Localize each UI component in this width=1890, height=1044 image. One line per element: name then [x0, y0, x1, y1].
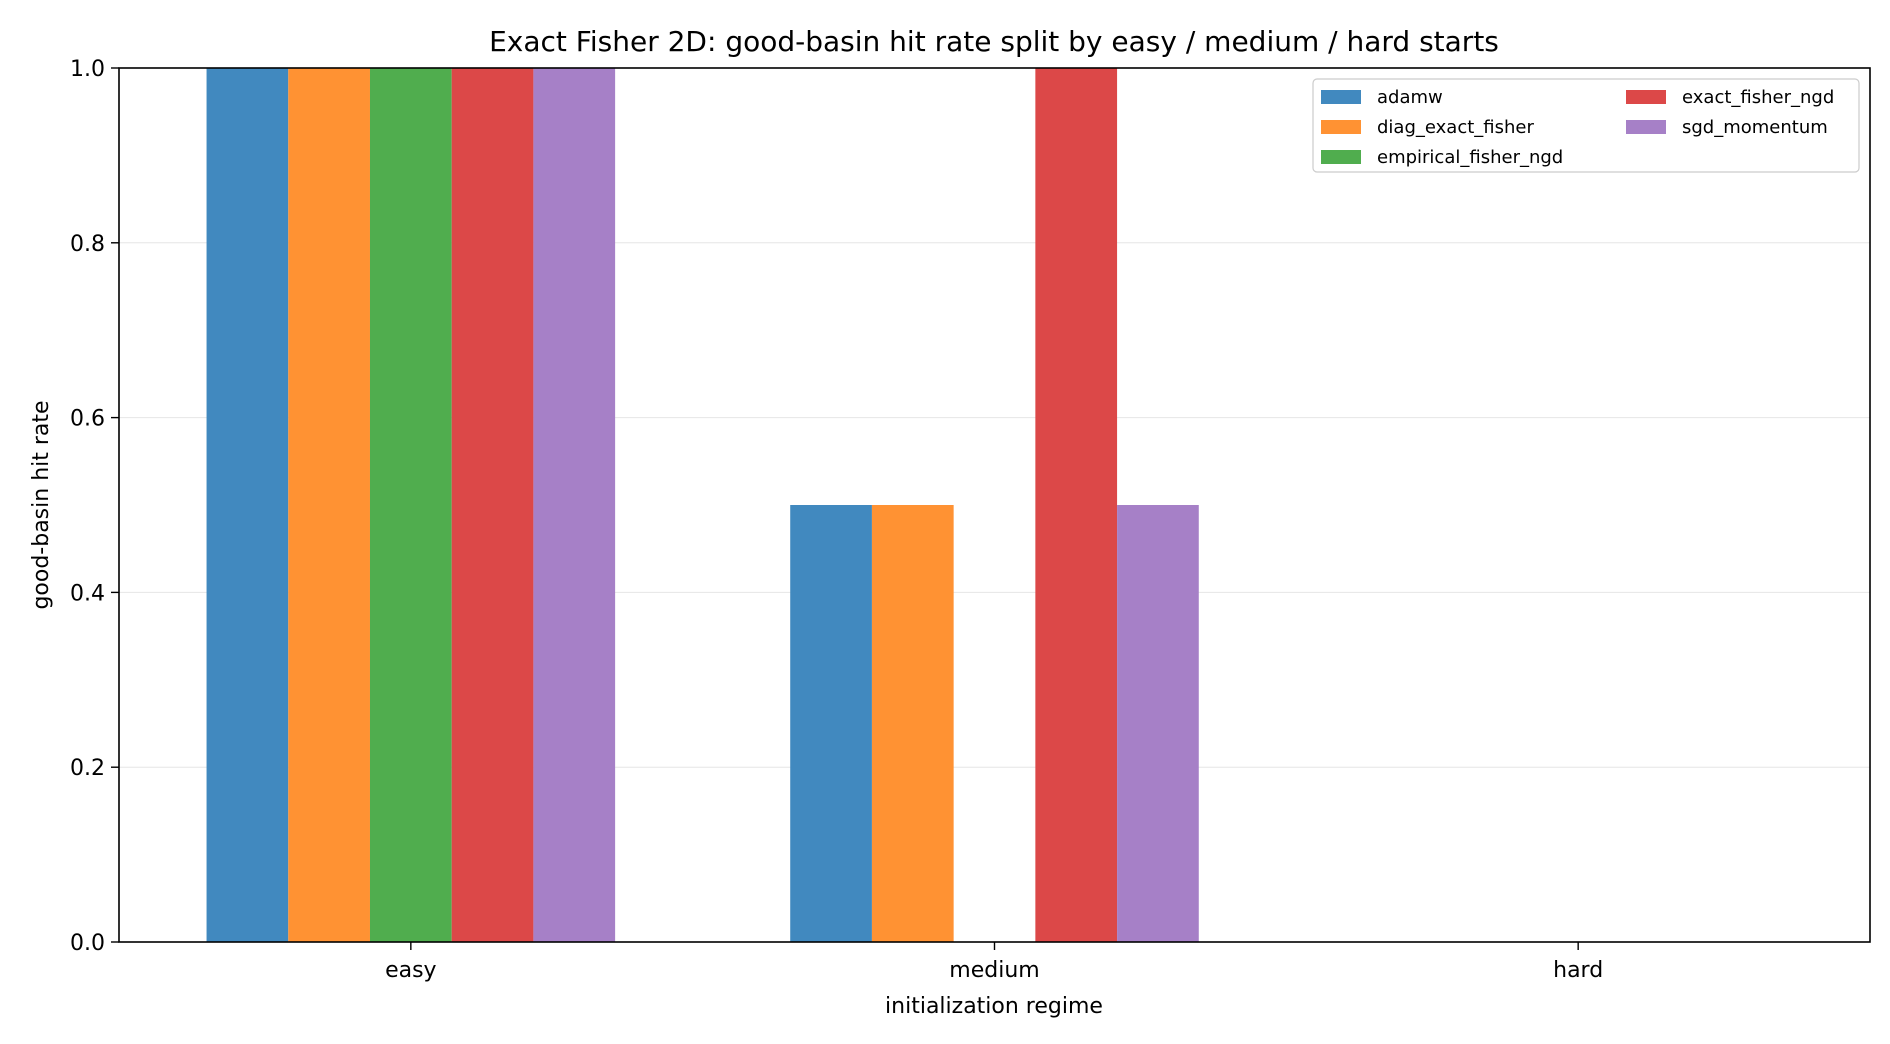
- legend-label-empirical_fisher_ngd: empirical_fisher_ngd: [1377, 147, 1563, 168]
- y-tick-label: 0.4: [70, 581, 105, 606]
- bar-diag_exact_fisher-easy: [288, 68, 370, 942]
- legend-label-diag_exact_fisher: diag_exact_fisher: [1377, 117, 1534, 138]
- x-tick-label-medium: medium: [949, 958, 1039, 983]
- legend-label-exact_fisher_ngd: exact_fisher_ngd: [1682, 87, 1834, 108]
- y-tick-label: 0.6: [70, 407, 105, 432]
- y-tick-label: 0.2: [70, 756, 105, 781]
- legend-swatch-diag_exact_fisher: [1321, 120, 1361, 134]
- y-axis-label: good-basin hit rate: [29, 400, 54, 609]
- y-tick-label: 0.0: [70, 931, 105, 956]
- bar-adamw-easy: [206, 68, 289, 942]
- bar-sgd_momentum-medium: [1117, 505, 1199, 942]
- legend-swatch-exact_fisher_ngd: [1626, 90, 1666, 104]
- legend-swatch-empirical_fisher_ngd: [1321, 150, 1361, 164]
- y-tick-label: 0.8: [70, 232, 105, 257]
- legend-label-adamw: adamw: [1377, 87, 1443, 108]
- bar-diag_exact_fisher-medium: [871, 505, 954, 942]
- bars: [206, 68, 1199, 942]
- chart-title: Exact Fisher 2D: good-basin hit rate spl…: [489, 25, 1499, 58]
- bar-exact_fisher_ngd-medium: [1035, 68, 1118, 942]
- legend-swatch-adamw: [1321, 90, 1361, 104]
- x-tick-label-hard: hard: [1553, 958, 1603, 983]
- bar-empirical_fisher_ngd-easy: [369, 68, 452, 942]
- legend-label-sgd_momentum: sgd_momentum: [1682, 117, 1828, 138]
- x-axis: easy medium hard: [385, 942, 1603, 983]
- bar-sgd_momentum-easy: [533, 68, 616, 942]
- y-tick-label: 1.0: [70, 57, 105, 82]
- legend: adamw diag_exact_fisher empirical_fisher_n…: [1312, 78, 1860, 173]
- x-axis-label: initialization regime: [885, 994, 1103, 1019]
- legend-box: [1312, 78, 1860, 173]
- legend-swatch-sgd_momentum: [1626, 120, 1666, 134]
- bar-adamw-medium: [790, 505, 872, 942]
- y-axis: 0.0 0.2 0.4 0.6 0.8 1.0: [70, 57, 119, 956]
- x-tick-label-easy: easy: [385, 958, 437, 983]
- bar-exact_fisher_ngd-easy: [451, 68, 534, 942]
